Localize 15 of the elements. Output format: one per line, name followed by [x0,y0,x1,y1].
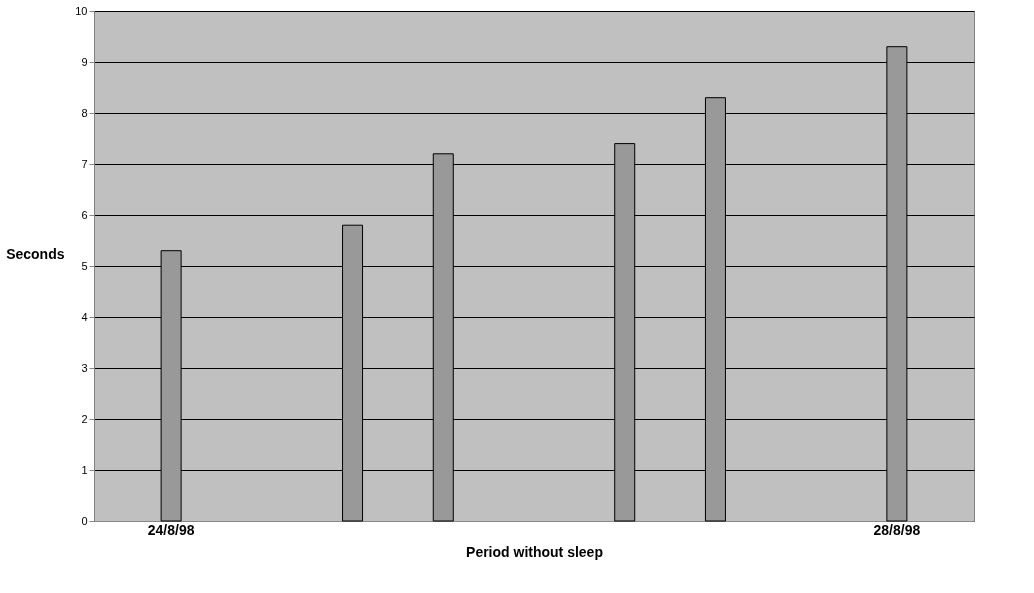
y-tick-label: 0 [81,514,88,527]
y-axis-title: Seconds [6,245,65,262]
y-tick-label: 1 [81,463,88,476]
x-tick-label: 24/8/98 [147,521,195,538]
y-tick-label: 2 [81,412,88,425]
y-tick-label: 5 [81,259,88,272]
y-tick-label: 4 [81,310,88,323]
y-tick-label: 7 [81,157,88,170]
y-tick-label: 9 [81,55,88,68]
x-axis-title: Period without sleep [466,543,603,560]
y-tick-label: 3 [81,361,88,374]
x-tick-label: 28/8/98 [873,521,921,538]
y-tick-label: 10 [75,4,88,17]
y-tick-label: 8 [81,106,88,119]
y-tick-label: 6 [81,208,88,221]
